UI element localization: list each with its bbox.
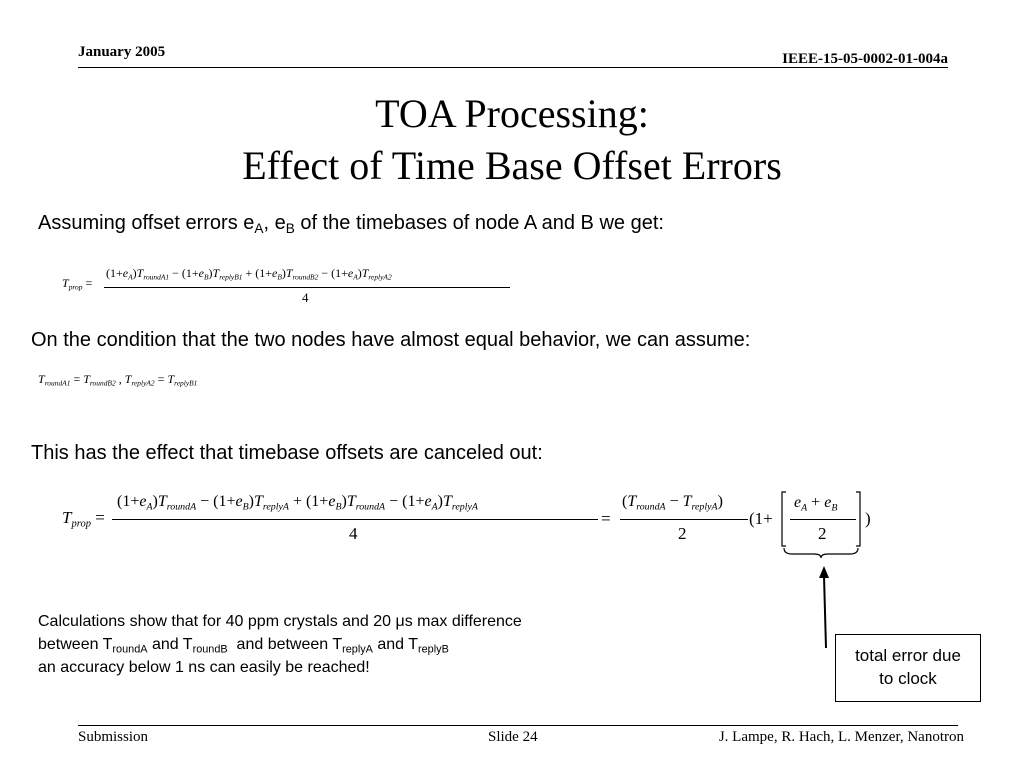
footer-rule	[78, 725, 958, 726]
footer-authors: J. Lampe, R. Hach, L. Menzer, Nanotron	[718, 729, 964, 745]
eq3-factor-close: )	[865, 509, 871, 528]
callout-line-1: total error due	[855, 646, 961, 665]
eq3-numerator: (1+eA)TroundA − (1+eB)TreplyA + (1+eB)Tr…	[117, 493, 478, 513]
footer-submission: Submission	[78, 729, 149, 745]
intro-text: Assuming offset errors eA, eB of the tim…	[38, 212, 664, 237]
eq2: TroundA1 = TroundB2 , TreplyA2 = TreplyB…	[38, 372, 198, 388]
eq1-numerator: (1+eA)TroundA1 − (1+eB)TreplyB1 + (1+eB)…	[106, 266, 392, 282]
calc-note: Calculations show that for 40 ppm crysta…	[38, 610, 522, 679]
eq3-lhs: Tprop =	[62, 508, 105, 530]
effect-text: This has the effect that timebase offset…	[31, 442, 543, 464]
callout-line-2: to clock	[879, 669, 937, 688]
eq3-denominator: 4	[349, 524, 358, 543]
eq3-frac3-numerator: eA + eB	[794, 494, 838, 514]
eq3-frac2-denominator: 2	[678, 524, 687, 543]
eq1-lhs: Tprop =	[62, 276, 93, 292]
calc-line-3: an accuracy below 1 ns can easily be rea…	[38, 659, 370, 676]
callout-arrow	[819, 566, 829, 649]
slide-title-line2: Effect of Time Base Offset Errors	[242, 143, 782, 188]
eq3-bracket-group	[781, 491, 861, 559]
eq3-fraction-bar-2	[620, 519, 748, 520]
eq3-factor-open: (1+	[749, 509, 773, 528]
eq1-fraction-bar	[104, 287, 510, 288]
calc-line-1: Calculations show that for 40 ppm crysta…	[38, 613, 522, 630]
eq3-fraction-bar-1	[112, 519, 598, 520]
condition-text: On the condition that the two nodes have…	[31, 329, 751, 351]
calc-line-2: between TroundA and TroundB and between …	[38, 636, 449, 656]
eq3-equals: =	[601, 509, 611, 528]
eq1-denominator: 4	[302, 290, 309, 305]
header-doc-id: IEEE-15-05-0002-01-004a	[782, 51, 948, 67]
footer-slide-number: Slide 24	[488, 729, 538, 745]
callout-box: total error due to clock	[835, 634, 981, 702]
header-rule	[78, 67, 948, 68]
eq3-frac2-numerator: (TroundA − TreplyA)	[622, 493, 723, 513]
eq3-frac3-denominator: 2	[818, 524, 827, 543]
slide-title-line1: TOA Processing:	[375, 91, 649, 136]
eq3-fraction-bar-3	[790, 519, 856, 520]
header-date: January 2005	[78, 44, 166, 60]
